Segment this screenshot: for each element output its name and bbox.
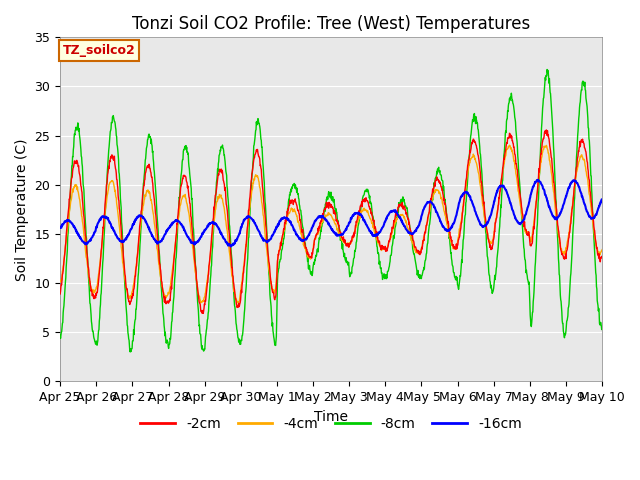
-8cm (177, 172, 185, 178)
-2cm (238, 290, 246, 296)
Line: -4cm: -4cm (60, 145, 602, 303)
Text: TZ_soilco2: TZ_soilco2 (63, 44, 136, 57)
-4cm (164, 292, 172, 298)
-2cm (164, 299, 172, 304)
-4cm (56, 278, 64, 284)
Line: -8cm: -8cm (60, 70, 602, 352)
Y-axis label: Soil Temperature (C): Soil Temperature (C) (15, 138, 29, 281)
-8cm (598, 325, 606, 331)
-4cm (598, 247, 606, 252)
-2cm (177, 184, 184, 190)
Title: Tonzi Soil CO2 Profile: Tree (West) Temperatures: Tonzi Soil CO2 Profile: Tree (West) Temp… (132, 15, 531, 33)
-8cm (543, 67, 551, 72)
-8cm (486, 279, 494, 285)
-8cm (164, 339, 172, 345)
Legend: -2cm, -4cm, -8cm, -16cm: -2cm, -4cm, -8cm, -16cm (135, 411, 527, 436)
-4cm (534, 178, 542, 184)
-8cm (415, 274, 423, 280)
-8cm (534, 200, 542, 205)
-8cm (56, 332, 64, 338)
-16cm (164, 228, 172, 233)
-16cm (238, 224, 246, 230)
-4cm (415, 250, 423, 256)
-16cm (56, 225, 64, 230)
Line: -16cm: -16cm (60, 180, 602, 247)
-2cm (543, 127, 550, 133)
-8cm (238, 338, 246, 344)
-16cm (177, 221, 184, 227)
-16cm (415, 220, 423, 226)
-4cm (486, 239, 494, 244)
-2cm (415, 250, 423, 256)
-16cm (534, 178, 542, 183)
X-axis label: Time: Time (314, 410, 348, 424)
-16cm (227, 244, 235, 250)
-2cm (198, 311, 206, 316)
-2cm (534, 180, 542, 186)
-2cm (486, 242, 494, 248)
-4cm (177, 202, 184, 207)
-8cm (126, 349, 134, 355)
-4cm (506, 143, 513, 148)
-16cm (486, 213, 494, 219)
-16cm (598, 197, 606, 203)
-4cm (235, 300, 243, 306)
Line: -2cm: -2cm (60, 130, 602, 313)
-2cm (598, 254, 606, 260)
-16cm (534, 177, 542, 183)
-2cm (56, 291, 64, 297)
-4cm (238, 279, 246, 285)
